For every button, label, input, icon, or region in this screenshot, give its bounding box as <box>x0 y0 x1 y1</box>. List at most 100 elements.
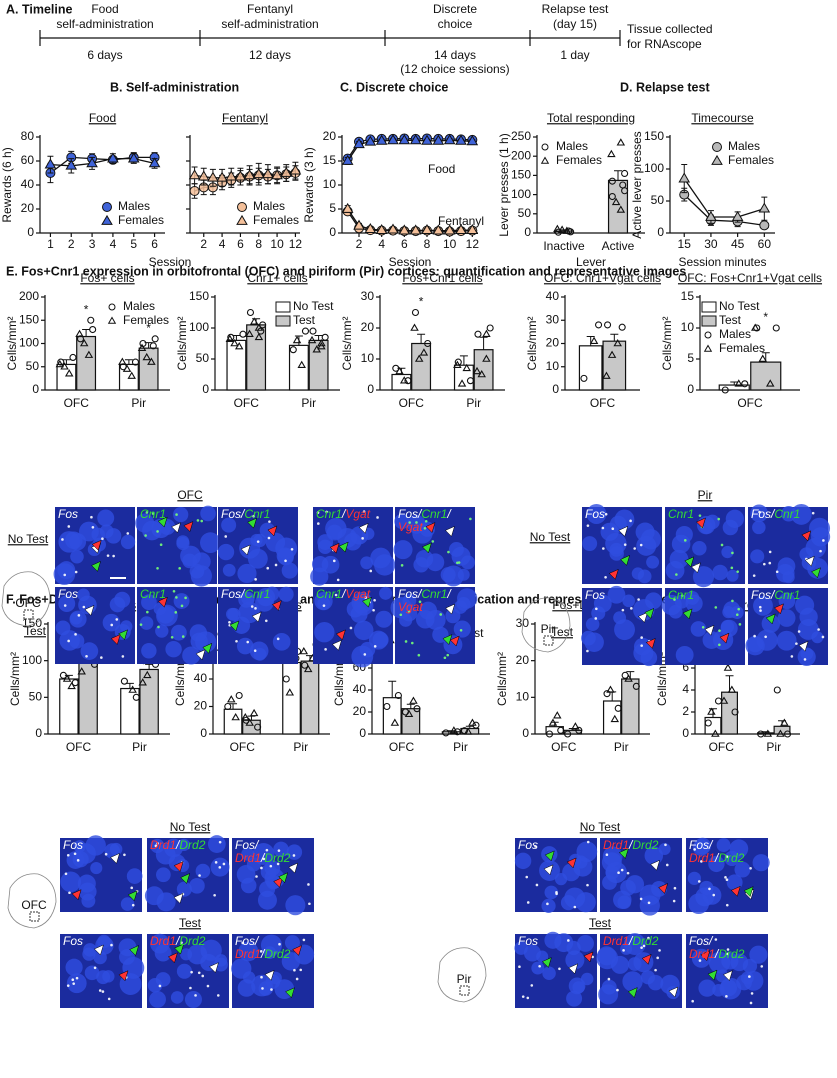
puncta <box>364 596 368 599</box>
nucleus <box>66 973 87 994</box>
nucleus <box>761 614 781 633</box>
puncta <box>683 539 687 542</box>
puncta <box>731 599 734 603</box>
data-point <box>616 138 626 146</box>
x-tick-label: 5 <box>130 237 137 251</box>
y-tick-label: 0 <box>367 382 374 396</box>
puncta <box>760 965 764 968</box>
nucleus <box>394 513 410 530</box>
nucleus <box>457 568 470 581</box>
arrowhead <box>421 542 432 554</box>
nucleus <box>726 874 743 891</box>
nucleus <box>150 838 165 854</box>
puncta <box>639 543 643 547</box>
point <box>86 157 98 168</box>
data-point <box>466 377 475 385</box>
arrowhead <box>332 639 342 651</box>
puncta <box>270 988 273 991</box>
puncta <box>797 630 801 633</box>
puncta <box>469 517 472 521</box>
tile-label: Fos/ <box>235 934 260 948</box>
data-point <box>780 718 789 726</box>
y-tick-label: 10 <box>361 351 375 365</box>
nucleus <box>150 933 170 954</box>
data-point <box>602 371 611 379</box>
tile-label: Fos/ <box>235 838 260 852</box>
puncta <box>198 874 201 877</box>
nucleus <box>80 642 99 660</box>
data-point <box>463 727 473 735</box>
arrowhead <box>719 632 730 644</box>
y-tick-label: 10 <box>546 359 560 373</box>
y-axis-label: Rewards (3 h) <box>302 147 316 222</box>
nucleus <box>675 645 694 664</box>
puncta <box>91 525 95 529</box>
x-tick-label: OFC <box>230 740 256 754</box>
bar <box>578 345 603 391</box>
data-point <box>303 664 313 673</box>
nucleus <box>238 591 255 608</box>
puncta <box>325 510 328 514</box>
arrowhead <box>445 525 455 537</box>
puncta <box>595 607 598 611</box>
data-point <box>711 729 720 737</box>
arrowhead <box>449 635 460 647</box>
data-point <box>750 323 760 331</box>
puncta <box>647 936 650 940</box>
x-tick-label: 30 <box>704 237 718 251</box>
tile-label: Cnr1 <box>140 587 166 601</box>
data-point <box>454 358 462 366</box>
error-bar <box>314 334 323 341</box>
puncta <box>718 629 721 632</box>
puncta <box>712 893 716 897</box>
puncta <box>196 519 200 522</box>
puncta <box>361 537 364 540</box>
data-point <box>394 691 402 700</box>
arrowhead <box>229 620 240 632</box>
data-point <box>89 325 97 334</box>
puncta <box>616 988 619 992</box>
point <box>107 152 119 163</box>
puncta <box>295 977 299 981</box>
error-bar <box>124 359 133 365</box>
nucleus <box>242 971 256 984</box>
tile-label: Fos/Cnr1 <box>221 507 270 521</box>
arrowhead <box>288 862 299 874</box>
legend-marker <box>102 202 112 212</box>
arrowhead <box>292 945 303 956</box>
puncta <box>623 543 627 546</box>
nucleus <box>370 547 391 569</box>
tile-label-part: Drd1 <box>689 947 715 961</box>
data-point <box>143 670 152 679</box>
puncta <box>324 648 327 651</box>
puncta <box>158 984 162 988</box>
puncta <box>66 984 70 987</box>
arrowhead <box>645 637 656 649</box>
bar <box>621 678 640 735</box>
nucleus <box>390 597 412 619</box>
data-point <box>613 338 622 347</box>
legend-label: Males <box>253 199 285 213</box>
puncta <box>266 566 270 570</box>
data-point <box>462 363 471 372</box>
puncta <box>139 623 143 626</box>
nucleus <box>448 542 464 557</box>
arrowhead <box>774 603 784 615</box>
nucleus <box>734 861 751 878</box>
x-tick-label: 15 <box>678 237 692 251</box>
puncta <box>126 532 130 535</box>
nucleus <box>105 528 122 544</box>
puncta <box>665 863 669 867</box>
puncta <box>369 569 373 573</box>
legend-label: Females <box>556 153 602 167</box>
data-point <box>575 726 583 734</box>
stage-label: (day 15) <box>553 17 597 31</box>
tile-label-part: Fos <box>63 934 83 948</box>
puncta <box>795 642 798 645</box>
puncta <box>724 876 727 879</box>
nucleus <box>668 604 683 619</box>
puncta <box>605 853 609 857</box>
data-point <box>395 366 404 375</box>
tile-label: Drd1/Drd2 <box>150 934 206 948</box>
tile-label: Fos <box>63 934 83 948</box>
